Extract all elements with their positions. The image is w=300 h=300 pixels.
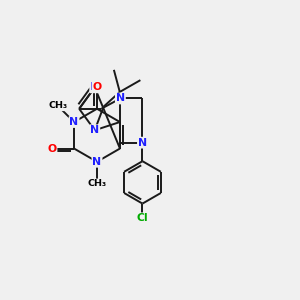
Text: N: N [92, 157, 102, 167]
Text: N: N [90, 82, 99, 92]
Text: O: O [92, 82, 102, 92]
Text: N: N [138, 138, 147, 148]
Text: N: N [90, 125, 99, 135]
Text: N: N [116, 94, 125, 103]
Text: CH₃: CH₃ [87, 179, 106, 188]
Text: CH₃: CH₃ [48, 101, 68, 110]
Text: O: O [47, 143, 56, 154]
Text: N: N [70, 117, 79, 127]
Text: Cl: Cl [137, 213, 148, 223]
